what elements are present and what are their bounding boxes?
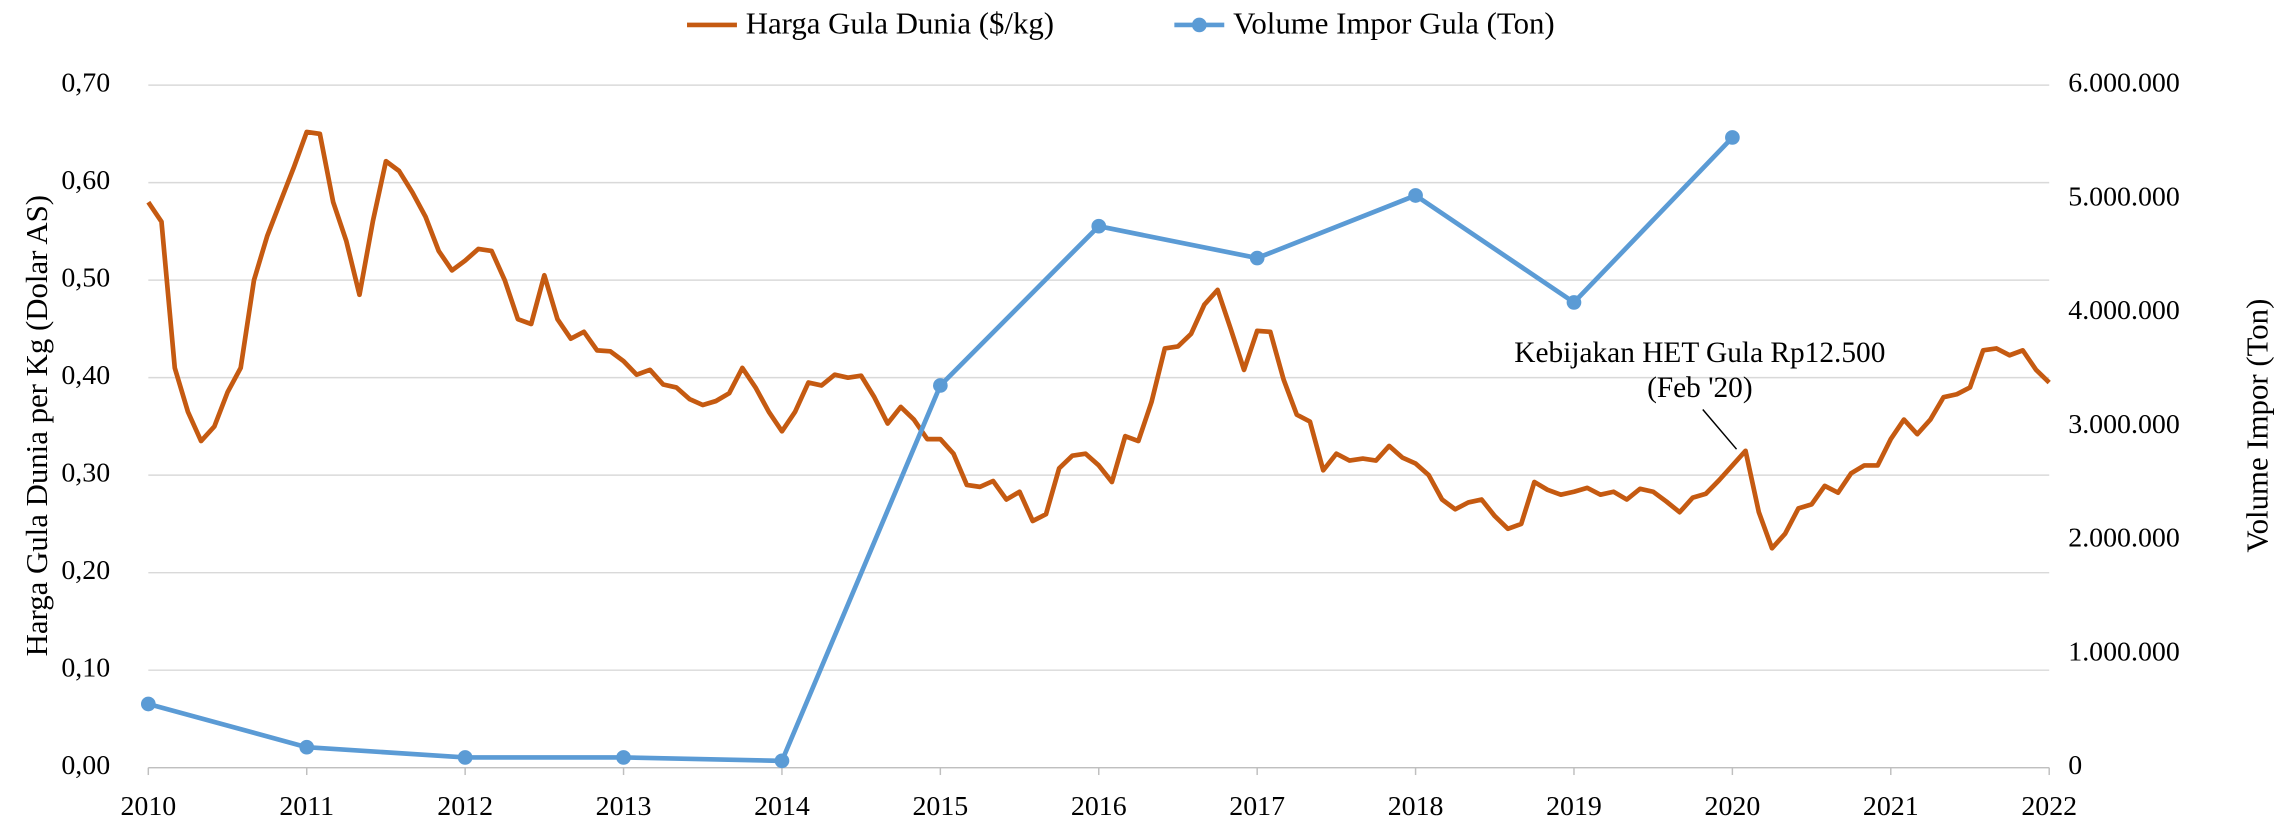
x-tick-label: 2019 bbox=[1546, 791, 1602, 822]
legend-label: Harga Gula Dunia ($/kg) bbox=[746, 6, 1054, 40]
x-tick-label: 2012 bbox=[437, 791, 493, 822]
annotation-text: (Feb '20) bbox=[1647, 372, 1753, 404]
x-tick-label: 2015 bbox=[912, 791, 968, 822]
data-point bbox=[616, 750, 631, 765]
y-tick-label: 0,70 bbox=[61, 68, 110, 99]
y2-tick-label: 5.000.000 bbox=[2068, 181, 2180, 212]
annotation-text: Kebijakan HET Gula Rp12.500 bbox=[1514, 337, 1885, 369]
data-point bbox=[1249, 250, 1265, 266]
x-tick-label: 2022 bbox=[2021, 791, 2077, 822]
y2-tick-label: 2.000.000 bbox=[2068, 523, 2180, 554]
x-tick-label: 2020 bbox=[1705, 791, 1761, 822]
data-point bbox=[1566, 295, 1582, 310]
data-point bbox=[457, 750, 473, 765]
y-tick-label: 0,50 bbox=[61, 263, 110, 294]
y2-axis-title: Volume Impor (Ton) bbox=[2241, 299, 2275, 553]
y-tick-label: 0,60 bbox=[61, 165, 110, 196]
data-point bbox=[299, 739, 315, 755]
data-point bbox=[140, 696, 156, 712]
y2-tick-label: 6.000.000 bbox=[2068, 68, 2180, 99]
data-point bbox=[1725, 130, 1740, 145]
x-tick-label: 2011 bbox=[279, 791, 334, 822]
y-tick-label: 0,30 bbox=[61, 458, 110, 489]
y2-tick-label: 3.000.000 bbox=[2068, 409, 2180, 440]
y-tick-label: 0,10 bbox=[61, 653, 110, 684]
y2-tick-label: 1.000.000 bbox=[2068, 636, 2180, 667]
data-point bbox=[1091, 218, 1107, 234]
y-tick-label: 0,00 bbox=[61, 750, 110, 781]
x-tick-label: 2013 bbox=[596, 791, 652, 822]
legend-label: Volume Impor Gula (Ton) bbox=[1233, 6, 1555, 40]
series-line bbox=[146, 129, 2051, 551]
x-tick-label: 2021 bbox=[1863, 791, 1919, 822]
y-axis-title: Harga Gula Dunia per Kg (Dolar AS) bbox=[20, 195, 54, 657]
x-tick-label: 2010 bbox=[120, 791, 176, 822]
data-point bbox=[774, 753, 790, 769]
y2-tick-label: 4.000.000 bbox=[2068, 295, 2180, 326]
x-tick-label: 2017 bbox=[1229, 791, 1285, 822]
data-point bbox=[933, 378, 948, 393]
x-tick-label: 2016 bbox=[1071, 791, 1127, 822]
data-point bbox=[1408, 188, 1423, 203]
annotation-leader bbox=[1702, 409, 1738, 450]
y2-tick-label: 0 bbox=[2068, 750, 2082, 781]
x-tick-label: 2014 bbox=[754, 791, 810, 822]
legend-marker bbox=[1191, 17, 1207, 33]
y-tick-label: 0,40 bbox=[61, 360, 110, 391]
y-tick-label: 0,20 bbox=[61, 555, 110, 586]
x-tick-label: 2018 bbox=[1388, 791, 1444, 822]
series-line bbox=[147, 135, 1735, 764]
